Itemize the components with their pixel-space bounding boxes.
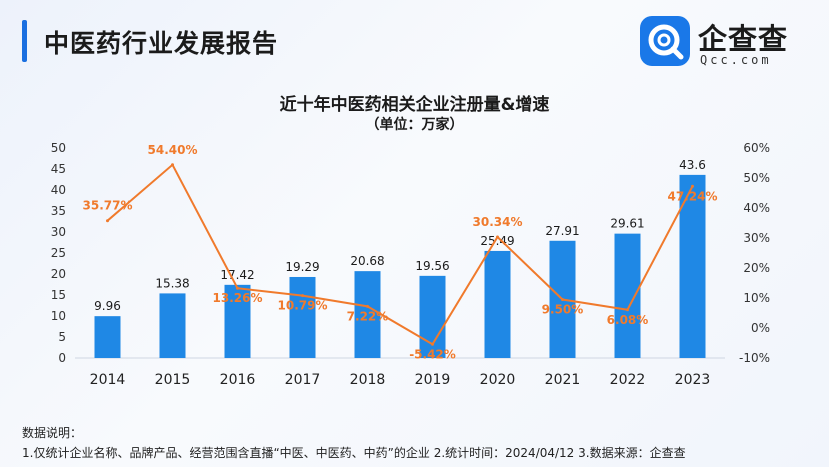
bar-value-label: 9.96 (94, 299, 121, 313)
growth-line (106, 163, 694, 346)
bar-value-label: 19.56 (415, 259, 449, 273)
y-right-tick-label: -10% (739, 351, 770, 365)
y-right-tick-label: 10% (743, 291, 770, 305)
x-tick-label: 2019 (415, 372, 451, 388)
bar (679, 174, 706, 358)
qcc-logo: 企查查 Qcc.com (640, 16, 810, 72)
y-left-tick-label: 45 (51, 162, 66, 176)
y-right-tick-label: 30% (743, 231, 770, 245)
growth-point (366, 304, 369, 308)
y-left-tick-label: 10 (51, 309, 66, 323)
x-tick-label: 2022 (610, 372, 646, 388)
growth-point (626, 308, 629, 312)
x-tick-label: 2016 (220, 372, 256, 388)
logo-domain: Qcc.com (700, 53, 772, 67)
y-left-tick-label: 50 (51, 141, 66, 155)
bar-value-label: 27.91 (545, 224, 579, 238)
growth-value-label: 35.77% (83, 199, 133, 213)
bar (94, 316, 121, 358)
growth-value-label: -5.42% (409, 347, 456, 361)
growth-value-label: 7.22% (347, 309, 389, 323)
growth-value-label: 9.50% (542, 303, 584, 317)
growth-value-label: 47.24% (668, 189, 718, 203)
notes-title: 数据说明： (22, 426, 83, 440)
bar (614, 233, 641, 358)
bar (289, 276, 316, 358)
x-tick-label: 2020 (480, 372, 516, 388)
bar-value-label: 15.38 (155, 276, 189, 290)
bar (354, 271, 381, 358)
bar-value-label: 29.61 (610, 217, 644, 231)
y-right-tick-label: 0% (751, 321, 770, 335)
x-tick-label: 2014 (90, 372, 126, 388)
growth-point (561, 298, 564, 301)
growth-point (106, 219, 109, 223)
growth-point (496, 235, 499, 239)
growth-value-label: 54.40% (148, 143, 198, 157)
y-right-tick-label: 40% (743, 201, 770, 215)
growth-value-label: 13.26% (213, 291, 263, 305)
y-left-tick-label: 5 (58, 330, 66, 344)
x-tick-label: 2017 (285, 372, 321, 388)
y-left-tick-label: 35 (51, 204, 66, 218)
growth-point (301, 294, 304, 298)
y-left-tick-label: 40 (51, 183, 66, 197)
bar-value-label: 43.6 (679, 158, 706, 172)
growth-value-label: 10.79% (278, 299, 328, 313)
growth-point (236, 286, 239, 290)
bar-value-label: 20.68 (350, 254, 384, 268)
logo-name: 企查查 (698, 22, 789, 56)
y-right-tick-label: 20% (743, 261, 770, 275)
bar-value-label: 19.29 (285, 260, 319, 274)
growth-point (431, 342, 434, 346)
x-tick-label: 2015 (155, 372, 191, 388)
notes-line: 1.仅统计企业名称、品牌产品、经营范围含直播“中医、中医药、中药”的企业 2.统… (22, 446, 686, 460)
y-left-tick-label: 30 (51, 225, 66, 239)
report-title: 中医药行业发展报告 (44, 29, 279, 58)
x-tick-label: 2021 (545, 372, 581, 388)
bar (159, 293, 186, 358)
growth-value-label: 6.08% (607, 313, 649, 327)
y-right-tick-label: 60% (743, 141, 770, 155)
y-right-tick-label: 50% (743, 171, 770, 185)
y-left-tick-label: 20 (51, 267, 66, 281)
chart-title: 近十年中医药相关企业注册量&增速 (279, 95, 550, 115)
header-accent-bar (22, 20, 27, 62)
x-tick-label: 2023 (675, 372, 711, 388)
bar (224, 284, 251, 358)
y-left-tick-label: 0 (58, 351, 66, 365)
bar-value-label: 17.42 (220, 268, 254, 282)
growth-point (171, 163, 174, 167)
y-left-tick-label: 15 (51, 288, 66, 302)
chart-subtitle: （单位：万家） (365, 117, 464, 133)
x-tick-label: 2018 (350, 372, 386, 388)
qcc-logo-icon (640, 16, 690, 66)
growth-value-label: 30.34% (473, 215, 523, 229)
y-left-tick-label: 25 (51, 246, 66, 260)
bar (484, 250, 511, 358)
growth-point (691, 184, 694, 188)
